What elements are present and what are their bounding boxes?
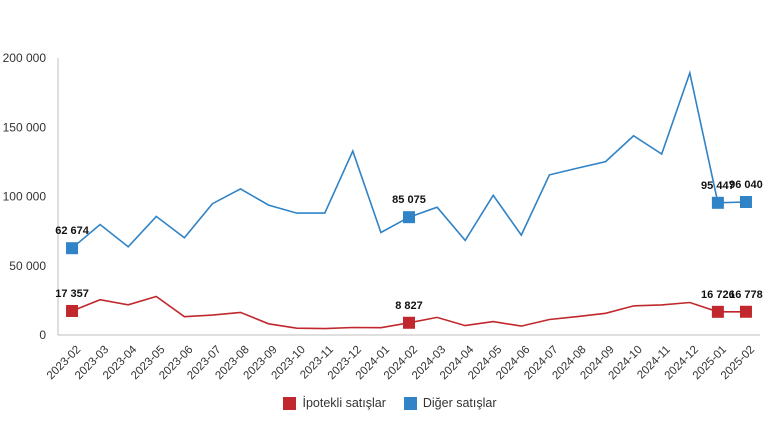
data-label: 17 357 bbox=[55, 288, 89, 300]
data-point-marker bbox=[711, 196, 724, 209]
y-tick-label: 150 000 bbox=[3, 120, 47, 134]
legend-label-diger: Diğer satışlar bbox=[422, 396, 497, 410]
data-point-marker bbox=[66, 242, 79, 255]
data-label: 96 040 bbox=[729, 179, 763, 191]
data-label: 16 726 bbox=[701, 289, 735, 301]
legend-swatch-ipotekli bbox=[283, 396, 297, 410]
y-tick-label: 0 bbox=[39, 328, 46, 342]
legend-label-ipotekli: İpotekli satışlar bbox=[302, 396, 386, 410]
y-tick-label: 200 000 bbox=[3, 51, 47, 65]
data-label: 85 075 bbox=[392, 194, 426, 206]
data-point-marker bbox=[739, 305, 752, 318]
data-point-marker bbox=[739, 195, 752, 208]
data-label: 62 674 bbox=[55, 225, 90, 237]
y-tick-label: 100 000 bbox=[3, 190, 47, 204]
legend-item-ipotekli: İpotekli satışlar bbox=[283, 396, 386, 410]
data-point-marker bbox=[403, 316, 415, 329]
y-tick-label: 50 000 bbox=[9, 259, 46, 273]
data-label: 16 778 bbox=[729, 289, 763, 301]
data-point-marker bbox=[711, 305, 724, 318]
data-point-marker bbox=[66, 304, 79, 317]
data-label: 95 447 bbox=[701, 180, 735, 192]
legend-item-diger: Diğer satışlar bbox=[403, 396, 497, 410]
legend-swatch-diger bbox=[403, 396, 417, 410]
data-label: 8 827 bbox=[395, 300, 423, 312]
data-point-marker bbox=[403, 211, 415, 224]
legend: İpotekli satışlar Diğer satışlar bbox=[0, 396, 780, 410]
